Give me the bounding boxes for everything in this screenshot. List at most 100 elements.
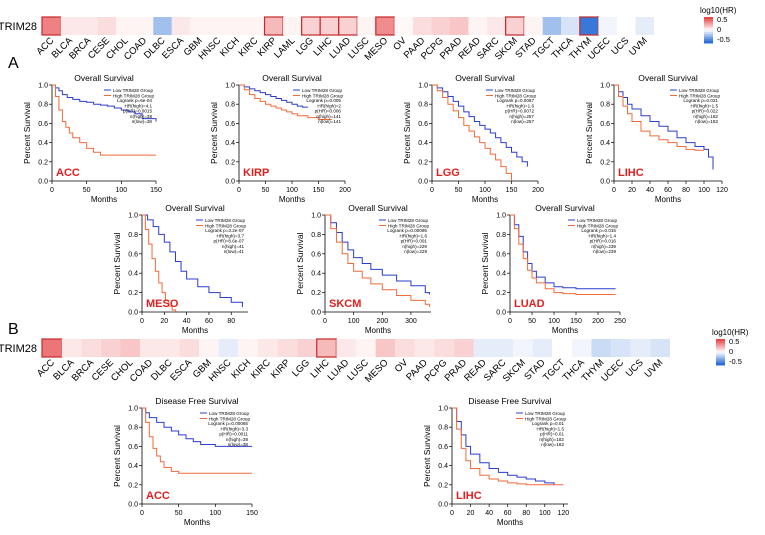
- km-stat: n(low)=182: [695, 119, 718, 124]
- heatmap-cell-kich: [227, 17, 246, 35]
- km-x-tick-label: 50: [175, 510, 183, 517]
- km-x-tick-label: 100: [698, 187, 710, 194]
- km-plot-kirp-2: Overall Survival 0.0 0.2 0.4 0.6 0.8 1.0 0 50 100…: [209, 73, 351, 204]
- heatmap-cell-lihc: [316, 338, 337, 358]
- km-y-tick-label: 0.6: [38, 121, 48, 128]
- km-x-label: Months: [552, 326, 578, 335]
- heatmap-cell-prad: [454, 339, 474, 357]
- km-y-tick-label: 0.0: [311, 310, 321, 317]
- heatmap-legend-swatch: [704, 21, 713, 24]
- km-y-tick-label: 1.0: [225, 83, 235, 90]
- km-y-tick-label: 0.4: [418, 140, 428, 147]
- km-y-tick-label: 0.2: [128, 290, 138, 297]
- km-x-tick-label: 50: [455, 187, 463, 194]
- km-y-tick-label: 0.0: [225, 179, 235, 186]
- heatmap-label-lgg: LGG: [294, 35, 316, 57]
- km-stat: n(low)=229: [404, 249, 427, 254]
- km-y-label: Percent Survival: [295, 232, 305, 294]
- heatmap-cell-esca: [171, 17, 191, 35]
- km-cancer-tag: LIHC: [456, 490, 482, 502]
- km-y-tick-label: 0.2: [438, 482, 448, 489]
- km-stat: p(HR)=0.022: [692, 109, 719, 114]
- heatmap-cell-dlbc: [159, 339, 180, 357]
- heatmap-legend-swatch: [716, 358, 725, 362]
- heatmap-cell-sarc: [493, 339, 513, 357]
- km-y-tick-label: 0.6: [128, 251, 138, 258]
- km-x-tick-label: 120: [716, 187, 728, 194]
- heatmap-cell-lusc: [357, 17, 376, 35]
- heatmap-legend-swatch: [716, 362, 725, 366]
- heatmap-legend-swatch: [704, 30, 713, 33]
- heatmap-label-kich: KICH: [218, 35, 242, 59]
- km-y-tick-label: 0.8: [418, 102, 428, 109]
- km-cancer-tag: SKCM: [329, 298, 361, 310]
- km-y-tick-label: 0.0: [600, 179, 610, 186]
- km-x-label: Months: [279, 195, 305, 204]
- km-legend-label: Low TRIM28 Group: [205, 218, 245, 223]
- heatmap-cell-brca: [79, 17, 98, 35]
- km-stat: n(high)=38: [226, 437, 249, 442]
- heatmap-cell-stad: [524, 17, 543, 35]
- km-y-tick-label: 0.0: [38, 179, 48, 186]
- km-stat: p(HR)=0.016: [590, 239, 617, 244]
- km-y-tick-label: 0.6: [438, 444, 448, 451]
- km-title: Overall Survival: [535, 203, 595, 213]
- heatmap-cell-prad: [450, 17, 469, 35]
- km-title: Overall Survival: [638, 73, 698, 83]
- km-y-label: Percent Survival: [112, 232, 122, 294]
- heatmap-label-uvm: UVM: [643, 357, 666, 380]
- km-x-tick-label: 60: [504, 510, 512, 517]
- km-legend-label: Low TRIM28 Group: [525, 411, 565, 416]
- km-stat: Logrank p=3.2e-07: [205, 228, 244, 233]
- heatmap-cell-tgct: [542, 17, 562, 35]
- heatmap-legend-tick: 0.5: [729, 337, 739, 346]
- km-x-tick-label: 200: [592, 318, 604, 325]
- heatmap-label-luad: LUAD: [326, 357, 352, 383]
- heatmap-cell-gbm: [199, 339, 219, 357]
- km-y-tick-label: 1.0: [438, 406, 448, 413]
- heatmap-legend-swatch: [716, 349, 725, 353]
- km-y-tick-label: 0.6: [418, 121, 428, 128]
- km-x-tick-label: 80: [227, 318, 235, 325]
- km-series-high: [510, 214, 616, 296]
- km-stat: p(HR)=0.0072: [505, 109, 534, 114]
- km-stat: n(high)=257: [509, 114, 534, 119]
- heatmap-cell-chol: [116, 17, 135, 35]
- km-x-tick-label: 40: [646, 187, 654, 194]
- km-x-tick-label: 0: [612, 187, 616, 194]
- km-legend-label: Low TRIM28 Group: [577, 218, 617, 223]
- heatmap-cell-ucs: [630, 339, 651, 357]
- heatmap-cell-gbm: [190, 17, 209, 35]
- km-y-label: Percent Survival: [422, 425, 432, 487]
- km-legend-label: Low TRIM28 Group: [302, 88, 342, 93]
- km-stat: Logrank p=0.00065: [208, 421, 248, 426]
- km-x-label: Months: [365, 326, 391, 335]
- heatmap-cell-kirp: [277, 339, 298, 357]
- heatmap-label-lgg: LGG: [290, 357, 312, 379]
- km-y-tick-label: 0.2: [496, 290, 506, 297]
- km-y-tick-label: 0.8: [38, 102, 48, 109]
- km-y-label: Percent Survival: [584, 102, 594, 164]
- km-y-tick-label: 0.2: [225, 159, 235, 166]
- km-stat: Logrank p=0.00095: [387, 228, 427, 233]
- km-x-tick-label: 200: [532, 187, 544, 194]
- km-legend-label: High TRIM28 Group: [302, 94, 343, 99]
- heatmap-label-ucs: UCS: [624, 357, 646, 379]
- km-x-tick-label: 20: [160, 318, 168, 325]
- heatmap-legend-swatch: [704, 23, 713, 27]
- heatmap-legend-swatch: [704, 32, 713, 35]
- km-plot-acc-9: Disease Free Survival 0.0 0.2 0.4 0.6 0.8 1.0 0…: [112, 396, 258, 527]
- heatmap-cell-ov: [395, 339, 415, 357]
- km-x-tick-label: 50: [83, 187, 91, 194]
- heatmap-cell-lusc: [356, 339, 376, 357]
- km-series-high: [432, 84, 512, 181]
- km-title: Overall Survival: [348, 203, 408, 213]
- heatmap-cell-thym: [579, 16, 599, 36]
- heatmap-legend-swatch: [704, 17, 713, 20]
- km-y-tick-label: 0.4: [128, 271, 138, 278]
- km-stat: p(HR)=0.01: [540, 432, 564, 437]
- heatmap-cell-meso: [375, 339, 396, 357]
- km-stat: n(high)=239: [591, 244, 616, 249]
- km-plot-luad-7: Overall Survival 0.0 0.2 0.4 0.6 0.8 1.0 0 50 100…: [480, 203, 626, 335]
- heatmap-cell-skcm: [513, 339, 533, 357]
